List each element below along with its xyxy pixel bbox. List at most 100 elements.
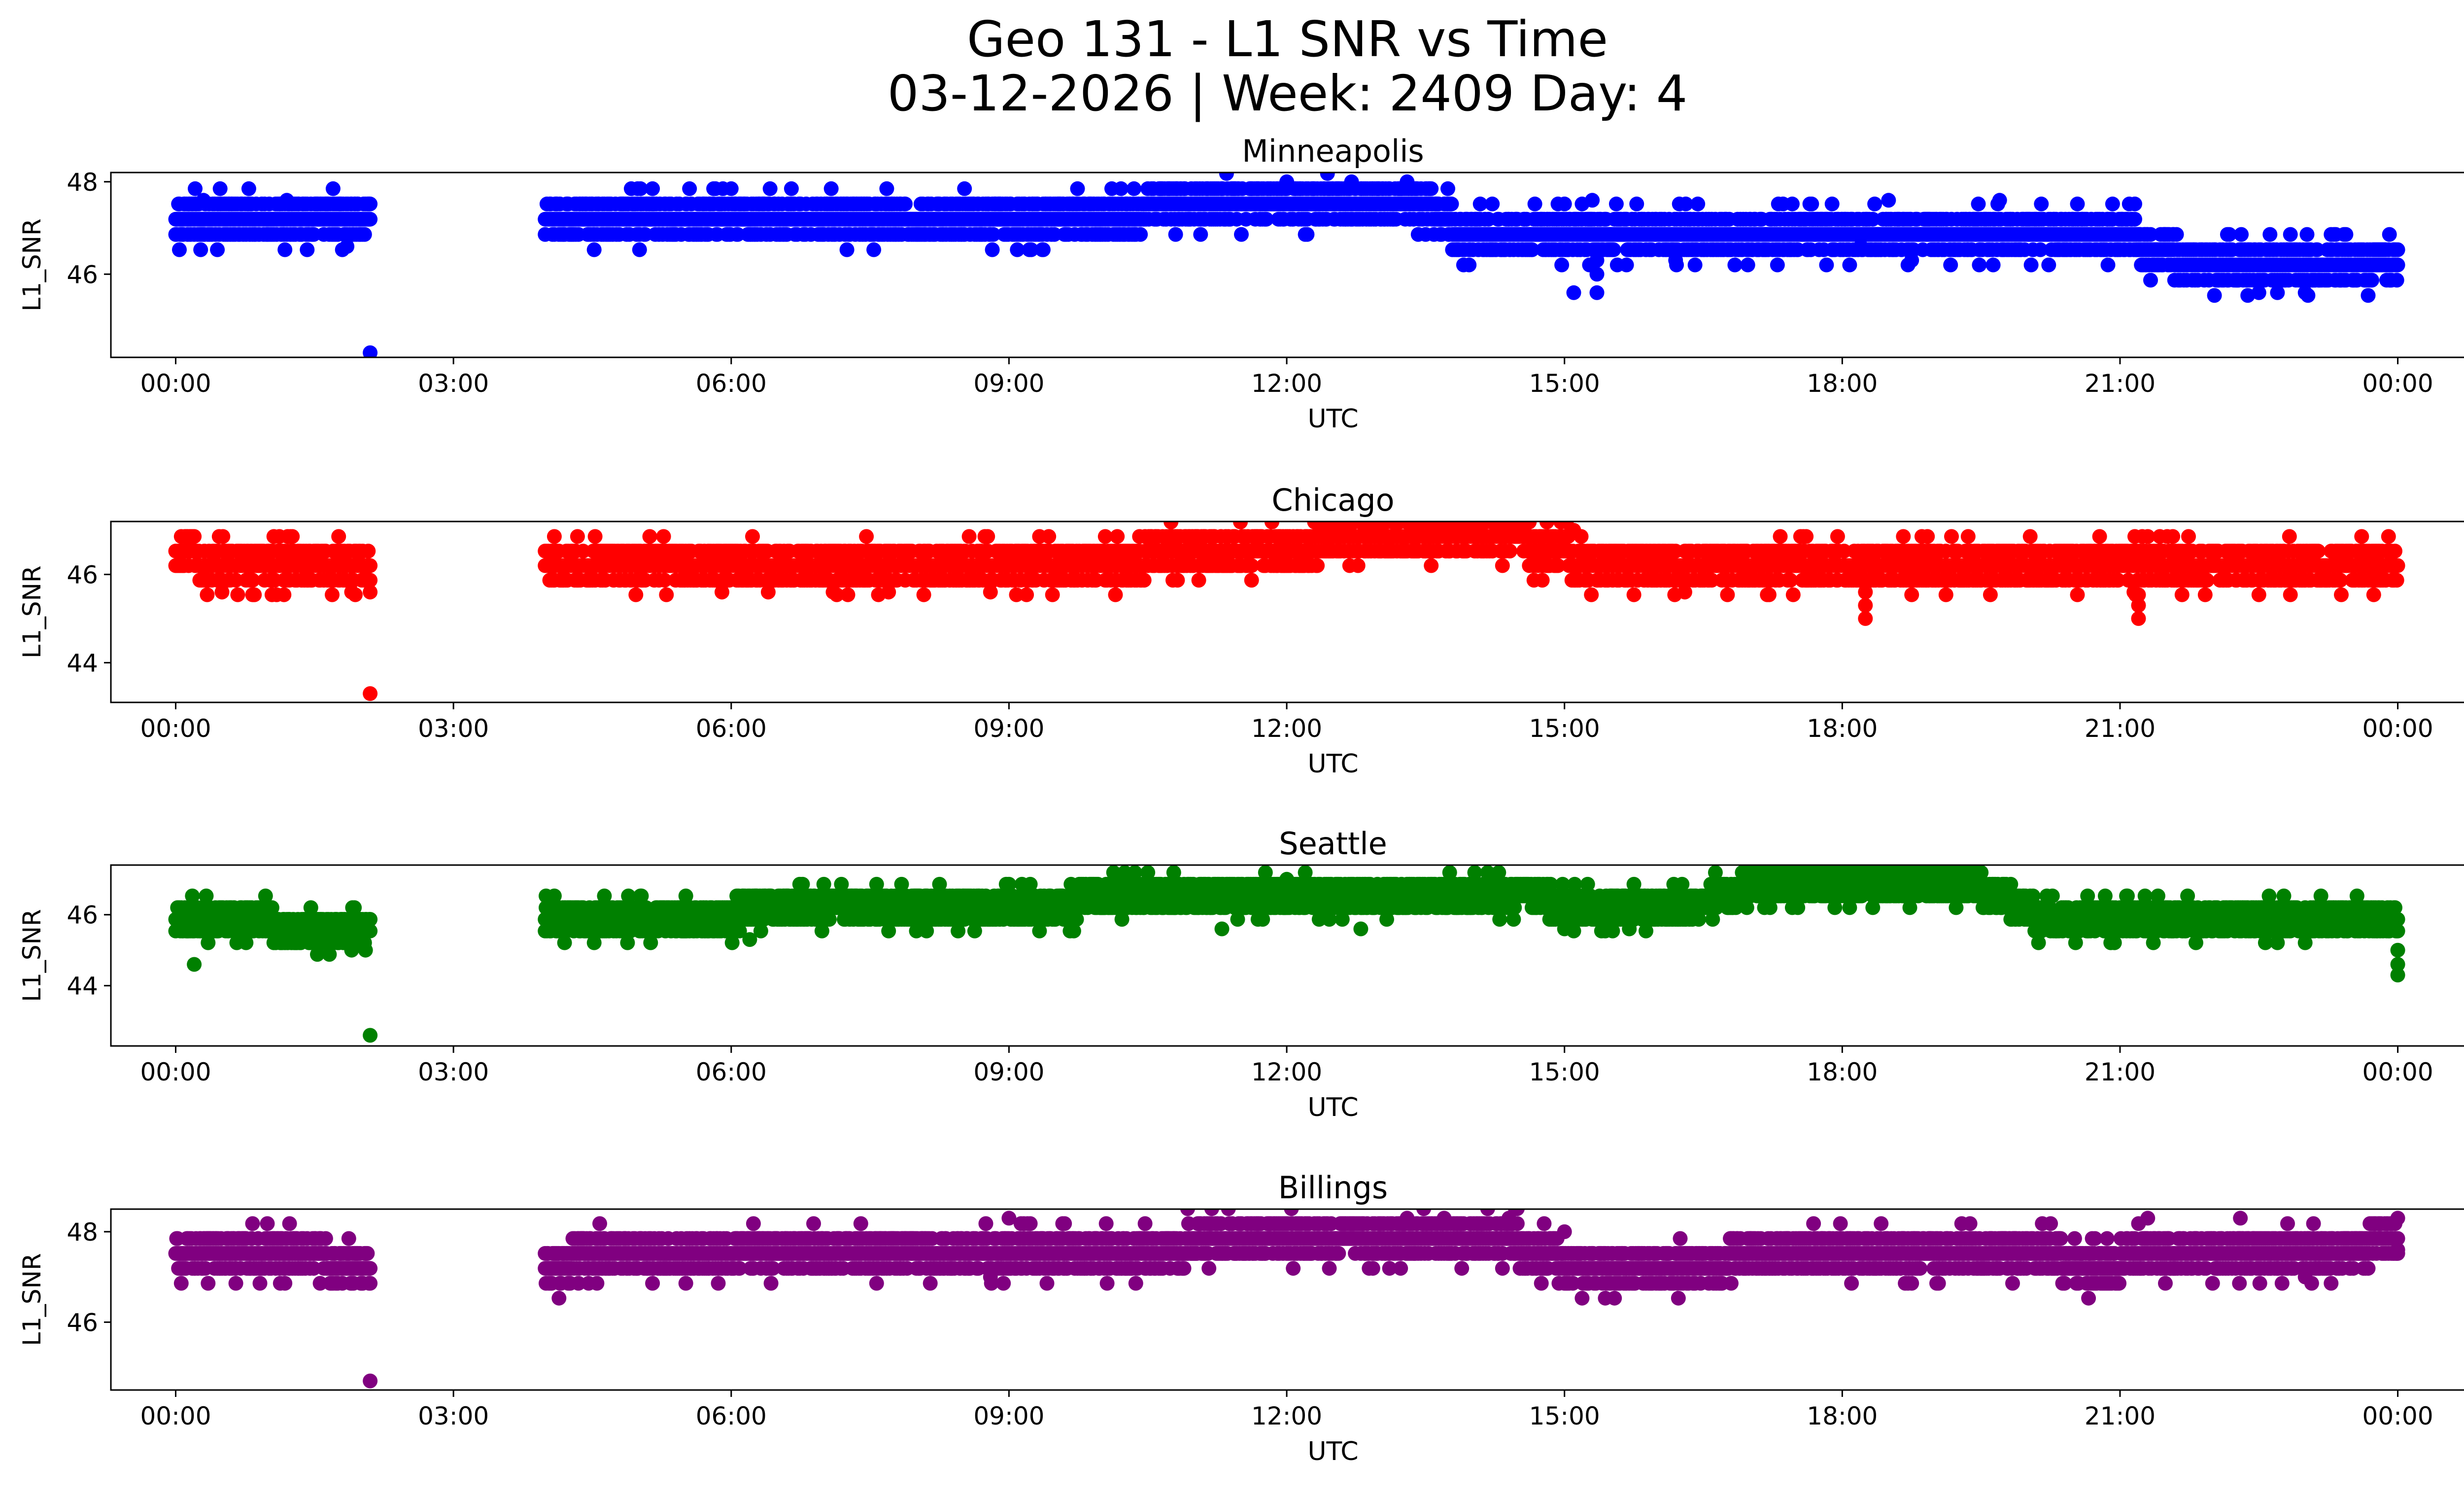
data-point: [363, 558, 378, 573]
data-point: [1687, 257, 1703, 273]
data-point: [1619, 257, 1634, 273]
data-point: [1824, 196, 1840, 211]
data-point: [193, 242, 208, 257]
data-point: [2240, 288, 2256, 303]
data-point: [2234, 227, 2249, 242]
data-point: [331, 529, 346, 544]
x-tick-label: 12:00: [1251, 369, 1322, 398]
data-point: [241, 181, 256, 196]
x-tick-label: 00:00: [140, 369, 211, 398]
data-point: [632, 242, 647, 257]
axes-frame-minneapolis: [110, 172, 2464, 358]
data-point: [2382, 227, 2397, 242]
data-point: [879, 181, 894, 196]
data-point: [187, 529, 202, 544]
data-point: [1853, 239, 1868, 254]
data-point: [657, 573, 672, 588]
data-point: [1589, 253, 1605, 268]
data-point: [172, 242, 187, 257]
data-point: [1320, 173, 1335, 181]
data-point: [325, 181, 341, 196]
data-point: [1234, 227, 1249, 242]
data-point: [2262, 227, 2278, 242]
data-point: [638, 227, 653, 242]
data-point: [1881, 193, 1896, 208]
data-point: [2127, 196, 2142, 211]
data-point: [784, 181, 799, 196]
data-point: [985, 242, 1000, 257]
data-point: [1770, 257, 1785, 273]
data-point: [1259, 211, 1274, 227]
data-point: [1943, 257, 1958, 273]
data-point: [2105, 196, 2120, 211]
data-point: [723, 181, 739, 196]
data-point: [200, 587, 215, 602]
data-point: [1608, 196, 1624, 211]
data-point: [628, 587, 644, 602]
data-point: [306, 227, 321, 242]
y-axis-label-minneapolis: L1_SNR: [18, 218, 46, 312]
data-point: [1133, 227, 1148, 242]
data-point: [570, 529, 585, 544]
data-point: [986, 227, 1001, 242]
data-point: [745, 529, 760, 544]
data-point: [212, 181, 228, 196]
data-point: [586, 242, 602, 257]
data-point: [228, 573, 243, 588]
data-point: [1804, 196, 1819, 211]
data-point: [300, 242, 315, 257]
data-point: [730, 227, 745, 242]
data-point: [1485, 196, 1500, 211]
data-point: [1024, 242, 1039, 257]
data-point: [1400, 174, 1415, 189]
data-point: [823, 181, 839, 196]
data-point: [2127, 211, 2142, 227]
data-point: [1589, 267, 1605, 282]
data-point: [576, 544, 591, 558]
data-point: [1462, 257, 1477, 273]
figure-subtitle: 03-12-2026 | Week: 2409 Day: 4: [887, 65, 1688, 122]
data-point: [2361, 288, 2376, 303]
x-axis-label-minneapolis: UTC: [1307, 404, 1358, 434]
data-point: [210, 242, 225, 257]
data-point: [2390, 257, 2405, 273]
x-tick-label: 18:00: [1807, 369, 1878, 398]
data-point: [1127, 181, 1142, 196]
data-point: [2283, 227, 2298, 242]
data-point: [285, 529, 300, 544]
data-point: [957, 181, 972, 196]
data-point: [839, 242, 855, 257]
data-point: [587, 529, 603, 544]
data-point: [1193, 227, 1208, 242]
y-tick-label: 48: [67, 168, 98, 197]
x-tick-label: 06:00: [696, 369, 767, 398]
data-point: [1727, 257, 1743, 273]
data-point: [357, 227, 372, 242]
data-point: [2207, 288, 2222, 303]
data-point: [1472, 196, 1488, 211]
data-point: [2034, 196, 2049, 211]
figure-title: Geo 131 - L1 SNR vs Time: [967, 10, 1608, 68]
data-point: [245, 573, 260, 588]
data-point: [1784, 196, 1800, 211]
data-point: [2222, 227, 2237, 242]
x-tick-label: 15:00: [1529, 369, 1600, 398]
data-point: [363, 196, 378, 211]
data-point: [340, 239, 355, 254]
data-point: [1904, 253, 1919, 268]
data-point: [1010, 242, 1025, 257]
data-point: [230, 587, 245, 602]
data-points-minneapolis: [168, 173, 2405, 357]
data-point: [247, 587, 262, 602]
data-point: [898, 196, 913, 211]
panel-title-minneapolis: Minneapolis: [1242, 133, 1424, 169]
data-points-chicago: [168, 522, 2405, 701]
data-point: [1300, 227, 1315, 242]
data-point: [1606, 242, 1621, 257]
data-point: [866, 242, 882, 257]
data-point: [1740, 257, 1755, 273]
data-point: [1566, 285, 1581, 300]
data-point: [1035, 242, 1051, 257]
data-point: [1971, 196, 1986, 211]
